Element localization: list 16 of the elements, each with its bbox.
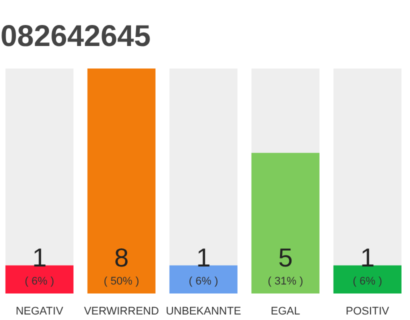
chart-title: 082642645 [0, 20, 151, 53]
x-tick-label: POSITIV [346, 306, 390, 318]
data-label: 5 [278, 242, 293, 272]
data-label: 1 [360, 242, 375, 272]
annotation: ( 50% ) [104, 276, 140, 288]
annotation: ( 6% ) [188, 276, 218, 288]
annotation: ( 31% ) [268, 276, 304, 288]
x-tick-label: VERWIRREND [84, 306, 159, 318]
annotation: ( 6% ) [24, 276, 54, 288]
annotation: ( 6% ) [352, 276, 382, 288]
data-label: 8 [114, 242, 129, 272]
x-tick-label: UNBEKANNTE [166, 306, 242, 318]
x-tick-label: EGAL [270, 306, 300, 318]
x-tick-label: NEGATIV [16, 306, 64, 318]
data-label: 1 [196, 242, 211, 272]
data-label: 1 [32, 242, 47, 272]
